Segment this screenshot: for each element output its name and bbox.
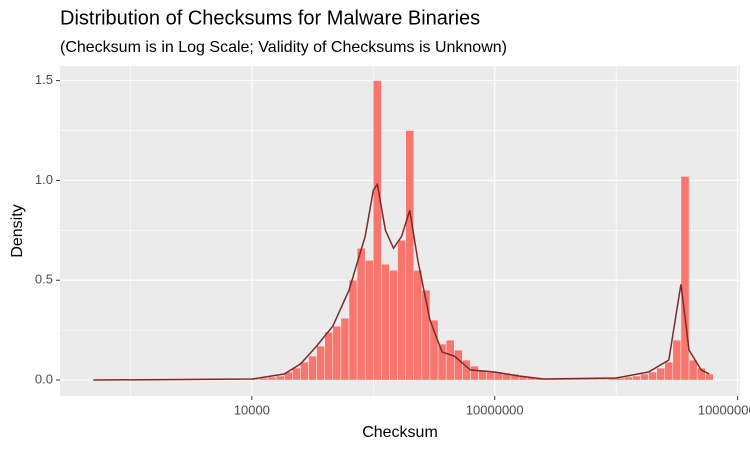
bar [308,355,317,381]
y-tick-label: 1.5 [35,72,53,87]
bar [640,373,649,381]
bar [704,373,714,381]
y-tick-label: 0.0 [35,371,53,386]
bar [348,279,358,381]
bar [591,378,601,381]
bar [486,371,495,381]
bar [445,339,455,381]
bar [413,269,423,381]
x-axis-label: Checksum [362,424,438,441]
chart-subtitle: (Checksum is in Log Scale; Validity of C… [60,39,507,56]
bar [656,367,666,381]
bar [648,371,657,381]
density-line [93,182,710,381]
bar [316,345,325,381]
bar [680,176,690,381]
bar [324,331,334,381]
bar [599,378,609,381]
bar [381,263,390,381]
x-tick-label: 10000000000 [698,402,750,417]
y-tick-label: 1.0 [35,172,53,187]
bar [664,361,674,381]
bar [364,259,374,381]
bar [373,80,382,381]
bar [453,349,463,381]
x-tick-label: 10000000 [466,402,524,417]
y-axis-label: Density [9,204,26,257]
bar [688,359,698,381]
bar [275,375,285,381]
bar [672,339,682,381]
bar [340,317,350,381]
bar [300,361,309,381]
bar [332,325,342,381]
bar [267,376,277,381]
bar [356,248,366,381]
chart-title: Distribution of Checksums for Malware Bi… [60,7,480,29]
bar [389,269,398,381]
y-tick-label: 0.5 [35,272,53,287]
bar [292,367,301,381]
bar [470,365,479,381]
bar [437,343,447,381]
bar [397,240,406,381]
bar [462,359,471,381]
bar [632,375,641,381]
bar [624,376,633,381]
bar [405,130,415,381]
x-tick-label: 10000 [234,402,270,417]
